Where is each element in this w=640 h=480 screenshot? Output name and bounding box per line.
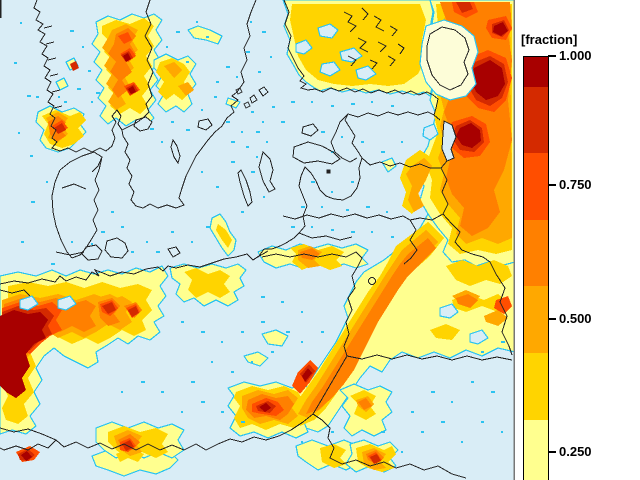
lake-ladoga — [426, 26, 470, 91]
map-right-frame — [513, 0, 515, 480]
colorbar-title: [fraction] — [521, 32, 578, 47]
lake-malaren — [197, 118, 213, 131]
colorbar-segment — [524, 286, 548, 353]
lake-peipus — [441, 120, 457, 162]
border-poland-ukraine-slovakia — [229, 355, 348, 443]
island-funen — [81, 244, 103, 261]
island-gotland — [258, 151, 276, 193]
border-norway-sweden — [121, 0, 154, 131]
border-kaliningrad — [261, 251, 357, 258]
coast-sweden — [121, 0, 257, 209]
colorbar-label-0250: 0.250 — [559, 444, 592, 459]
coast-south-baltic — [0, 232, 300, 285]
border-czech-germany — [0, 427, 57, 451]
border-poland-belarus — [343, 251, 363, 357]
coast-denmark — [51, 151, 103, 259]
island-bornholm — [167, 246, 181, 258]
border-estonia-latvia — [361, 157, 441, 169]
colorbar-tick-0750 — [548, 184, 556, 186]
coast-estonia — [330, 111, 435, 163]
map-panel — [0, 0, 516, 480]
colorbar-label-0750: 0.750 — [559, 177, 592, 192]
finnish-lakes — [343, 7, 405, 70]
border-lithuania-belarus — [298, 213, 444, 265]
colorbar-segment — [524, 220, 548, 286]
map-left-frame — [0, 0, 2, 18]
map-svg — [0, 0, 516, 480]
colorbar-segment — [524, 57, 548, 87]
city-marker-circle — [368, 277, 376, 285]
colorbar-label-1000: 1.000 — [559, 48, 592, 63]
city-marker-riga — [326, 169, 331, 174]
colorbar-segment — [524, 153, 548, 220]
island-zealand — [104, 237, 129, 259]
island-hiiumaa — [301, 123, 319, 137]
colorbar-segment — [524, 87, 548, 153]
border-germany-west — [0, 289, 31, 297]
fjord-marks — [43, 25, 63, 109]
colorbar-tick-0500 — [548, 318, 556, 320]
colorbar-tick-1000 — [548, 55, 556, 57]
border-slovakia-south — [312, 413, 467, 479]
colorbar-label-0500: 0.500 — [559, 311, 592, 326]
lakes — [133, 26, 470, 165]
contour-speckles — [14, 21, 505, 453]
colorbar-segment — [524, 353, 548, 420]
coast-finland — [283, 0, 439, 116]
colorbar-tick-0250 — [548, 451, 556, 453]
border-latvia-lithuania — [282, 213, 411, 221]
border-belarus-russia — [442, 213, 513, 356]
colorbar — [523, 56, 549, 480]
border-belarus-ukraine — [346, 354, 513, 361]
border-czech-poland — [55, 438, 231, 451]
colorbar-segment — [524, 420, 548, 480]
island-saaremaa — [292, 141, 341, 165]
border-latvia-russia — [440, 167, 449, 215]
coast-latvia-lithuania — [298, 149, 363, 234]
fill-level-7 — [0, 22, 508, 461]
border-estonia-russia — [433, 114, 448, 169]
coast-norway — [33, 0, 123, 153]
borders — [0, 0, 513, 479]
island-oland — [237, 169, 253, 207]
lake-vanern — [133, 116, 153, 132]
aland-archipelago — [235, 86, 269, 109]
lake-vattern — [170, 138, 181, 165]
